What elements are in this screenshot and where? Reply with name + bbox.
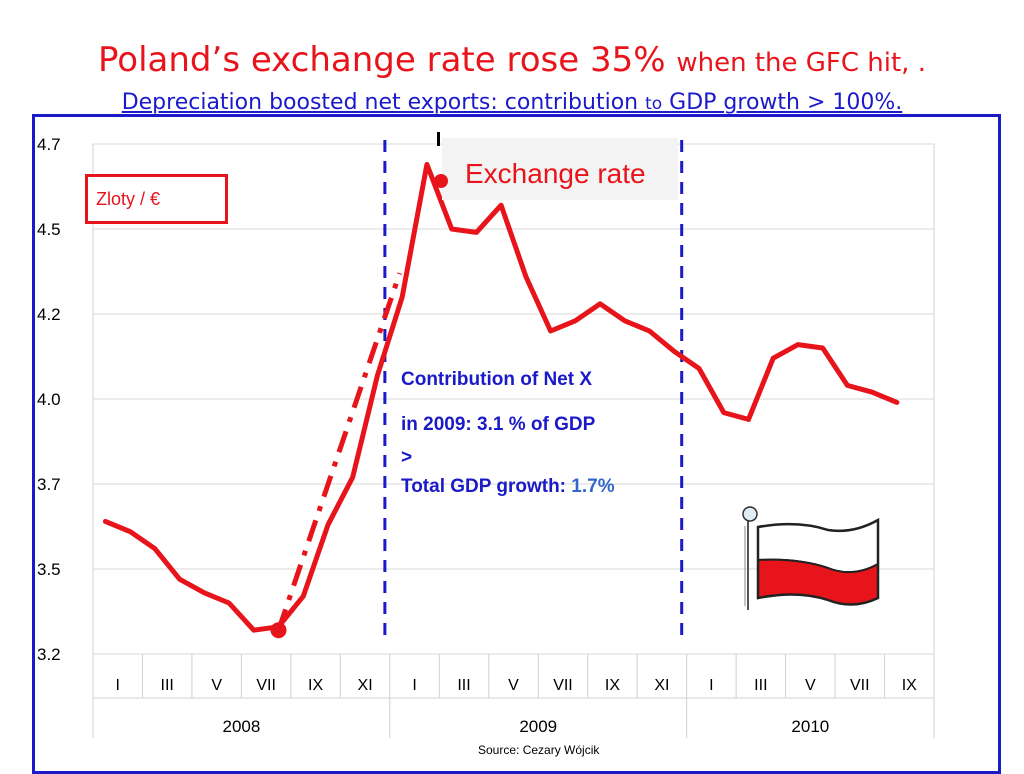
annotation-gdp-value: 1.7% [571, 476, 615, 497]
title-main: Poland’s exchange rate rose 35% [98, 40, 666, 80]
x-tick-label: V [805, 677, 816, 694]
subtitle-to: to [645, 94, 663, 114]
trend-dash-dot-line [276, 272, 403, 632]
y-tick-label: 3.5 [37, 560, 61, 579]
annotation-line-2: in 2009: 3.1 % of GDP [401, 414, 596, 435]
year-label: 2010 [791, 717, 829, 736]
chart-title: Poland’s exchange rate rose 35% when the… [0, 40, 1024, 80]
y-tick-label: 3.7 [37, 475, 61, 494]
exchange-rate-series-line [102, 161, 900, 633]
legend-marker-icon [434, 174, 448, 188]
x-tick-label: I [116, 677, 120, 694]
x-tick-label: XI [654, 677, 669, 694]
x-tick-label: IX [902, 677, 917, 694]
x-tick-label: V [508, 677, 519, 694]
y-tick-label: 4.0 [37, 390, 61, 409]
x-tick-label: VII [256, 677, 276, 694]
unit-label-box: Zloty / € [85, 174, 228, 224]
x-tick-label: VII [850, 677, 870, 694]
x-tick-label: XI [358, 677, 373, 694]
x-tick-label: III [754, 677, 767, 694]
subtitle-part-c: 100%. [832, 90, 903, 115]
x-tick-label: III [161, 677, 174, 694]
subtitle-part-b: GDP growth [669, 90, 800, 115]
annotation-line-3: > [401, 447, 413, 468]
series-marker [270, 622, 287, 639]
year-label: 2008 [222, 717, 260, 736]
x-tick-label: V [211, 677, 222, 694]
source-note: Source: Cezary Wójcik [478, 743, 600, 757]
annotation-line-4: Total GDP growth: 1.7% [401, 476, 615, 498]
chart-subtitle: Depreciation boosted net exports: contri… [0, 90, 1024, 115]
title-tail: when the GFC hit, . [676, 48, 926, 78]
y-tick-label: 4.7 [37, 135, 61, 154]
x-tick-label: I [709, 677, 713, 694]
poland-flag-icon [738, 502, 888, 619]
annotation-line-1: Contribution of Net X [401, 369, 593, 390]
x-tick-label: IX [605, 677, 620, 694]
x-tick-label: I [412, 677, 416, 694]
legend-label: Exchange rate [465, 158, 646, 189]
legend [442, 138, 678, 200]
legend-tick [437, 132, 440, 146]
x-tick-label: III [457, 677, 470, 694]
annotation-gdp-label: Total GDP growth: [401, 476, 567, 497]
x-tick-label: IX [308, 677, 323, 694]
subtitle-part-a: Depreciation boosted net exports: contri… [121, 90, 639, 115]
subtitle-gt: > [806, 90, 826, 115]
y-tick-label: 4.2 [37, 305, 61, 324]
y-tick-label: 4.5 [37, 220, 61, 239]
year-label: 2009 [519, 717, 557, 736]
x-tick-label: VII [553, 677, 573, 694]
y-tick-label: 3.2 [37, 645, 61, 664]
unit-label: Zloty / € [96, 189, 161, 209]
